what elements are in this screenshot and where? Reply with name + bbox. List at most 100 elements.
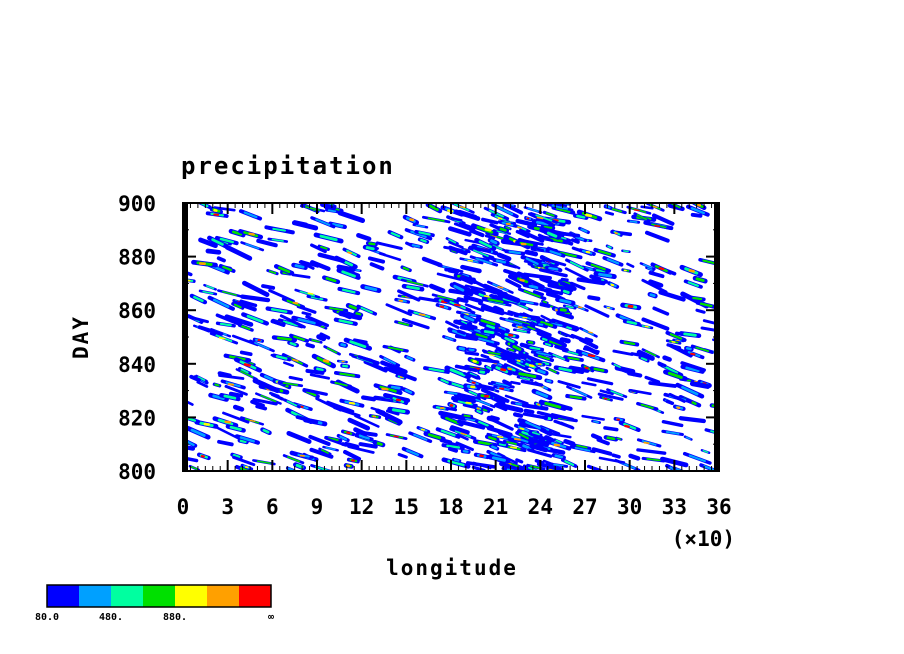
precip-streak [645, 230, 670, 243]
precip-streak [212, 298, 230, 308]
precip-streak [495, 382, 510, 387]
precip-streak [298, 260, 315, 270]
precip-streak [440, 378, 449, 384]
precip-streak [567, 356, 580, 361]
precip-streak [249, 419, 256, 422]
precip-streak [465, 401, 472, 405]
precip-streak [279, 314, 306, 329]
precip-streak [581, 414, 605, 421]
precip-streak [484, 228, 492, 232]
precip-streak [390, 231, 401, 238]
precip-streak [212, 394, 225, 400]
precip-streak [282, 382, 299, 386]
precip-streak [228, 391, 244, 398]
precip-streak [553, 443, 561, 447]
x-tick-label: 12 [349, 495, 374, 519]
precip-streak [489, 415, 500, 421]
precip-streak [486, 324, 496, 330]
precip-streak [292, 358, 299, 362]
precip-streak [591, 275, 602, 282]
precip-streak [610, 390, 624, 397]
precip-streak [344, 441, 359, 448]
precip-streak [450, 217, 463, 222]
precip-streak [438, 410, 468, 421]
precip-streak [337, 210, 366, 223]
colorbar-swatch [47, 585, 79, 607]
precip-streak [288, 375, 303, 382]
precip-streak [636, 448, 667, 455]
precip-streak [358, 434, 370, 440]
precip-streak [690, 207, 705, 215]
precip-streak [559, 281, 577, 291]
y-tick-label: 880 [118, 246, 156, 270]
precip-streak [587, 354, 596, 358]
precip-streak [624, 424, 630, 428]
precip-streak [570, 333, 589, 343]
precip-streak [474, 357, 500, 364]
x-tick-label: 36 [706, 495, 731, 519]
precip-streak [485, 341, 498, 348]
precip-streak [241, 325, 251, 331]
precip-streak [317, 252, 346, 263]
precip-streak [685, 436, 691, 440]
precip-streak [377, 396, 394, 403]
precip-streak [487, 298, 504, 303]
precip-streak [523, 408, 535, 414]
precip-streak [505, 226, 511, 230]
precip-streak [666, 343, 682, 350]
precip-streak [349, 340, 367, 349]
precip-streak [688, 454, 706, 463]
precip-streak [480, 353, 490, 359]
colorbar-swatch [239, 585, 271, 607]
precip-streak [480, 319, 496, 326]
precip-streak [586, 377, 614, 386]
precip-streak [456, 297, 469, 304]
x-axis-label: longitude [386, 556, 518, 580]
precip-streak [282, 320, 299, 327]
precip-streak [339, 372, 356, 377]
precip-streak [526, 325, 536, 331]
precip-streak [499, 227, 507, 232]
precip-streak [485, 366, 492, 370]
precip-streak [252, 398, 278, 406]
precip-streak [539, 268, 568, 278]
precip-streak [696, 203, 702, 207]
precip-streak [535, 214, 553, 222]
precip-streak [519, 278, 525, 282]
precip-streak [469, 228, 485, 238]
precip-streak [614, 365, 636, 374]
x-axis: 0 3 6 9 12 15 18 21 24 27 30 33 36 [177, 203, 732, 519]
precip-streak [546, 231, 558, 238]
precip-streak [524, 354, 544, 365]
precip-streak [587, 295, 601, 301]
precip-streak [519, 427, 525, 431]
precip-streak [289, 341, 297, 347]
precip-streak [584, 337, 594, 343]
precip-streak [248, 232, 255, 236]
precip-streak [454, 364, 478, 373]
precip-streak [461, 320, 468, 325]
precip-streak [497, 217, 503, 220]
precip-streak [554, 454, 564, 459]
precip-streak [483, 330, 495, 335]
precip-streak [261, 284, 276, 290]
precip-streak [270, 308, 288, 313]
precip-streak [581, 381, 597, 387]
precip-streak [574, 446, 591, 452]
x-tick-label: 3 [221, 495, 234, 519]
precip-streak [395, 398, 402, 402]
precip-streak [383, 357, 396, 365]
precip-streak [536, 220, 549, 226]
precip-streak [390, 385, 401, 390]
precip-streak [636, 214, 648, 221]
precip-streak [418, 313, 426, 317]
precip-streak [305, 342, 315, 349]
y-tick-label: 800 [118, 460, 156, 484]
precip-streak [444, 336, 454, 341]
precip-streak [520, 379, 544, 387]
precip-streak [325, 437, 347, 447]
colorbar-label: 880. [163, 612, 187, 623]
precip-streak [319, 234, 338, 242]
colorbar-label: 480. [99, 612, 123, 623]
precip-streak [447, 226, 472, 237]
